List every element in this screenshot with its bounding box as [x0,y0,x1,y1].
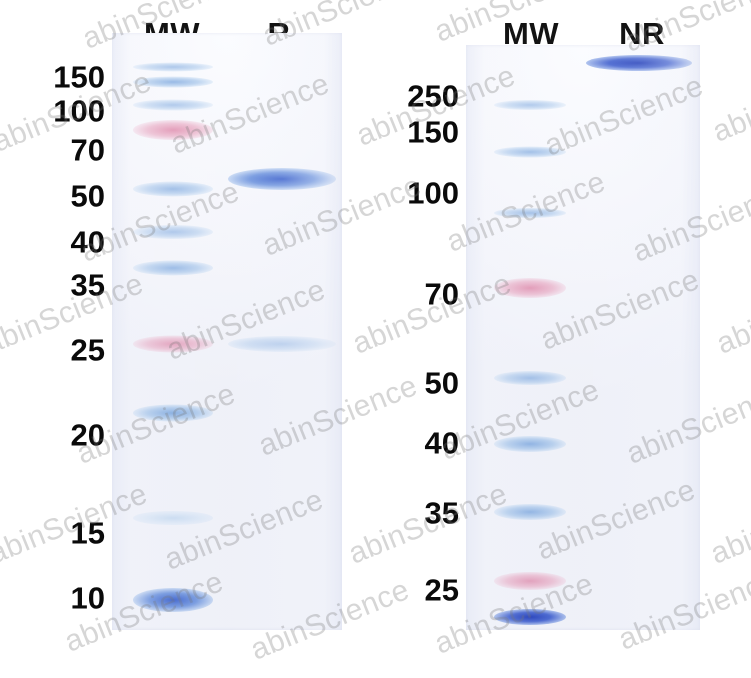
watermark: abinScience [712,267,751,361]
band-ladder-lane-15 [133,511,213,525]
band-ladder-lane-100 [133,99,213,111]
band-ladder-lane-250 [133,62,213,72]
band-ladder-lane-50 [133,181,213,197]
mw-label-35: 35 [424,495,459,531]
band-ladder-lane-100 [494,208,566,218]
mw-label-15: 15 [70,515,105,551]
mw-label-40: 40 [70,224,105,260]
band-sample-lane-R-5560 [228,168,336,190]
band-ladder-lane-35 [494,504,566,520]
band-ladder-lane-70 [133,120,213,140]
mw-label-25: 25 [424,572,459,608]
band-ladder-lane-40 [494,436,566,452]
band-sample-lane-R-25 [228,336,336,352]
band-ladder-lane-10 [133,588,213,612]
mw-label-150: 150 [53,59,105,95]
band-ladder-lane-150 [133,76,213,88]
mw-label-150: 150 [407,114,459,150]
band-ladder-lane-35 [133,260,213,276]
band-ladder-lane-25 [494,572,566,590]
mw-label-70: 70 [424,276,459,312]
mw-label-250: 250 [407,78,459,114]
lane-caption-nr: NR [619,16,665,51]
band-ladder-lane-150 [494,146,566,158]
lane-caption-mw: MW [502,16,560,51]
band-ladder-lane-250 [494,100,566,110]
band-ladder-lane-25 [133,335,213,353]
band-ladder-lane-20 [133,404,213,422]
mw-label-20: 20 [70,417,105,453]
band-sample-lane-NR-250 [586,55,692,71]
watermark: abinScience [708,55,751,149]
mw-label-100: 100 [407,175,459,211]
right-gel [466,45,700,630]
mw-label-40: 40 [424,425,459,461]
mw-label-50: 50 [70,178,105,214]
watermark: abinScience [706,477,751,571]
mw-label-10: 10 [70,580,105,616]
band-ladder-lane-10 [494,609,566,625]
mw-label-50: 50 [424,365,459,401]
left-gel [112,33,342,630]
mw-label-70: 70 [70,132,105,168]
mw-label-100: 100 [53,93,105,129]
band-ladder-lane-50 [494,371,566,385]
band-ladder-lane-70 [494,278,566,298]
mw-label-35: 35 [70,267,105,303]
mw-label-25: 25 [70,332,105,368]
band-ladder-lane-40 [133,225,213,239]
